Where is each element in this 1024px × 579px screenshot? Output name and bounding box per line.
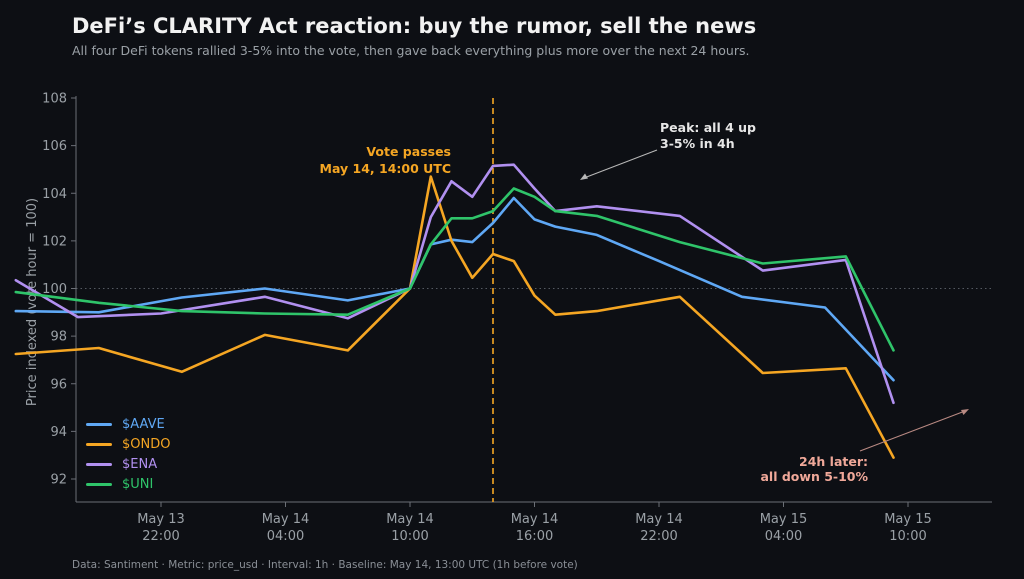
x-tick-label: 04:00	[267, 529, 304, 544]
legend-item-uni: $UNI	[86, 474, 170, 494]
legend-label-ondo: $ONDO	[122, 436, 171, 452]
x-tick-label: May 14	[262, 512, 310, 527]
x-tick-label: 22:00	[142, 529, 179, 544]
series-line-ondo	[14, 175, 895, 459]
legend-swatch-ena	[86, 462, 112, 466]
x-tick-label: 16:00	[516, 529, 553, 544]
y-tick-label: 102	[42, 234, 67, 249]
x-tick-label: May 14	[386, 512, 434, 527]
y-tick-label: 96	[50, 377, 67, 392]
y-tick-label: 100	[42, 282, 67, 297]
x-tick-label: 22:00	[640, 529, 677, 544]
legend-item-ondo: $ONDO	[86, 434, 170, 454]
x-tick-label: 04:00	[765, 529, 802, 544]
later-arrow	[859, 410, 966, 452]
legend-swatch-ondo	[86, 442, 112, 446]
series-lines	[14, 163, 895, 459]
x-tick-label: May 15	[884, 512, 932, 527]
y-tick-label: 106	[42, 139, 67, 154]
vote-annotation-text: Vote passes	[366, 144, 451, 159]
y-tick-label: 104	[42, 187, 67, 202]
peak-annotation-text: 3-5% in 4h	[660, 136, 735, 151]
y-tick-label: 92	[50, 473, 67, 488]
later-arrow-head	[961, 409, 969, 415]
series-line-ena	[14, 163, 895, 405]
vote-annotation-text: May 14, 14:00 UTC	[320, 161, 451, 176]
x-tick-label: May 14	[511, 512, 559, 527]
series-line-aave	[14, 196, 895, 382]
peak-annotation-text: Peak: all 4 up	[660, 120, 756, 135]
x-tick-label: May 15	[760, 512, 808, 527]
y-axis-label: Price indexed (vote hour = 100)	[25, 198, 40, 406]
x-tick-label: 10:00	[391, 529, 428, 544]
peak-arrow	[583, 149, 658, 179]
footer-note: Data: Santiment · Metric: price_usd · In…	[72, 559, 578, 571]
legend-swatch-uni	[86, 482, 112, 486]
chart-subtitle: All four DeFi tokens rallied 3-5% into t…	[72, 43, 750, 58]
legend: $AAVE $ONDO $ENA $UNI	[86, 414, 170, 494]
x-tick-label: May 13	[137, 512, 185, 527]
legend-item-aave: $AAVE	[86, 414, 170, 434]
later-annotation-text: all down 5-10%	[761, 469, 869, 484]
legend-swatch-aave	[86, 422, 112, 426]
annotations: Vote passes May 14, 14:00 UTC Peak: all 4 …	[320, 120, 969, 484]
legend-item-ena: $ENA	[86, 454, 170, 474]
peak-arrow-head	[580, 173, 588, 180]
y-tick-label: 94	[50, 425, 67, 440]
chart-title: DeFi’s CLARITY Act reaction: buy the rum…	[72, 14, 757, 38]
y-tick-label: 98	[50, 330, 67, 345]
x-tick-label: May 14	[635, 512, 683, 527]
series-line-uni	[14, 187, 895, 352]
legend-label-uni: $UNI	[122, 476, 154, 492]
y-tick-label: 108	[42, 92, 67, 107]
later-annotation-text: 24h later:	[799, 454, 868, 469]
legend-label-ena: $ENA	[122, 456, 158, 472]
x-tick-label: 10:00	[889, 529, 926, 544]
legend-label-aave: $AAVE	[122, 416, 165, 432]
